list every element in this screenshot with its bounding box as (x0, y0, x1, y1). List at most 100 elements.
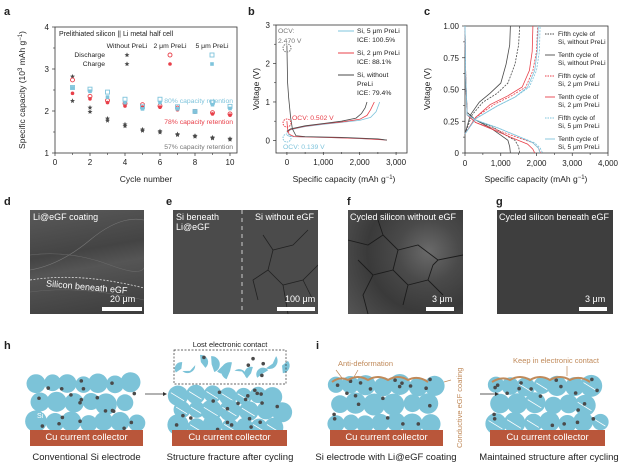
carbon-particle (129, 420, 134, 425)
legend-row-discharge: Discharge (74, 52, 105, 59)
si-particle (219, 399, 241, 422)
chart-a-legend-marker (124, 61, 130, 67)
chart-a-point (70, 74, 75, 79)
crack-line (175, 406, 188, 415)
ocv-marker-2um (282, 118, 292, 128)
si-particle (106, 375, 124, 394)
carbon-particle (559, 384, 563, 389)
sem-e-scalebar (277, 307, 315, 311)
si-particle (373, 377, 393, 397)
carbon-particle (246, 363, 251, 367)
chart-a-point (210, 112, 215, 116)
sem-g-label: Cycled silicon beneath eGF (499, 212, 610, 222)
chart-c-legend-label: Fifth cycle of (558, 115, 595, 122)
egf-coating-1 (331, 376, 429, 383)
carbon-particle (573, 391, 578, 395)
chart-a-ytick-label: 4 (45, 23, 50, 32)
carbon-particle (181, 413, 185, 418)
carbon-particle (519, 381, 523, 385)
carbon-particle (260, 373, 264, 378)
carbon-particle (353, 393, 358, 398)
si-particle (501, 377, 520, 395)
sem-g-scale-text: 3 μm (585, 294, 606, 304)
lost-contact-label: Lost electronic contact (193, 340, 269, 349)
carbon-particle (57, 421, 61, 426)
chart-a-legend-marker (124, 52, 130, 58)
crack-line (241, 407, 255, 417)
chart-a-point (175, 132, 180, 137)
si-particle (503, 412, 526, 434)
chart-a-point (228, 113, 232, 117)
si-particle (61, 411, 82, 432)
carbon-particle (335, 383, 340, 388)
chart-c-legend-label-2: Si, 2 μm PreLi (558, 102, 600, 109)
si-particle (341, 376, 360, 394)
chart-c: 0 1,000 2,000 3,000 4,000 0 0.25 0.50 0.75 1.00 F… (422, 22, 619, 184)
chart-a-point (87, 105, 93, 110)
carbon-particle (60, 415, 65, 420)
carbon-particle (332, 412, 336, 417)
crack-line (577, 401, 592, 412)
sem-e-label-left: Si beneath (176, 212, 220, 222)
si-particle (524, 392, 546, 414)
si-particle (203, 385, 222, 403)
ocv-label-2um: OCV: 0.502 V (292, 115, 334, 122)
carbon-particle (46, 386, 51, 390)
legend-col-2um: 2 μm PreLi (153, 43, 186, 50)
si-particle (544, 396, 563, 415)
sem-d-label: Li@eGF coating (33, 212, 99, 222)
annotation-57-retention: 57% capacity retention (164, 144, 233, 151)
si-fragment (221, 362, 232, 380)
crack-line (206, 391, 219, 399)
carbon-particle (251, 356, 255, 361)
chart-b-xtick-label: 2,000 (350, 158, 371, 167)
chart-c-curve-discharge (464, 25, 541, 154)
carbon-particle (582, 402, 587, 406)
crack-line (535, 382, 548, 390)
chart-a-point (88, 97, 92, 101)
lost-contact-box (173, 349, 287, 385)
cu-collector-h2: Cu current collector (172, 430, 287, 446)
carbon-particle (401, 422, 405, 426)
legend-2um: Si, 2 μm PreLi (357, 50, 400, 57)
carbon-particle (400, 381, 404, 385)
chart-c-legend-label-2: Si, without PreLi (558, 60, 606, 67)
si-particle (116, 394, 134, 412)
carbon-particle (255, 391, 260, 396)
panel-label-i: i (316, 340, 320, 352)
chart-a-ytick-label: 3 (45, 65, 50, 74)
si-particle (173, 401, 191, 419)
carbon-particle (260, 401, 264, 405)
anti-deformation-label: Anti-deformation (338, 359, 393, 368)
chart-a-point (158, 105, 162, 110)
si-particle (238, 401, 259, 421)
si-particle (573, 411, 594, 432)
chart-c-xtick-label: 1,000 (491, 159, 512, 168)
si-label: Si (37, 413, 44, 420)
si-particle (344, 392, 367, 414)
chart-c-ytick-label: 0 (455, 149, 460, 158)
carbon-particle (554, 378, 559, 383)
crack-line (188, 391, 202, 400)
chart-a-point (192, 134, 198, 139)
legend-without-2: PreLi (357, 81, 373, 88)
chart-b-ytick-label: 1 (266, 98, 271, 107)
carbon-particle (505, 391, 509, 396)
chart-c-xtick-label: 0 (463, 159, 468, 168)
crack-line (203, 406, 218, 417)
carbon-particle (529, 387, 533, 391)
legend-without-ice: ICE: 79.4% (357, 90, 391, 97)
carbon-particle (79, 379, 84, 383)
si-particle (424, 375, 445, 396)
carbon-particle (345, 391, 349, 396)
si-particle (94, 412, 113, 431)
arrow-h-head (163, 392, 167, 396)
si-particle (235, 387, 252, 405)
arrow-i-head (495, 392, 499, 396)
chart-a-point (158, 100, 162, 105)
carbon-particle (247, 416, 252, 421)
caption-i1: Si electrode with Li@eGF coating (315, 452, 457, 463)
si-fragment (266, 356, 278, 370)
chart-a-legend-marker (168, 62, 172, 66)
si-particle (363, 393, 386, 416)
